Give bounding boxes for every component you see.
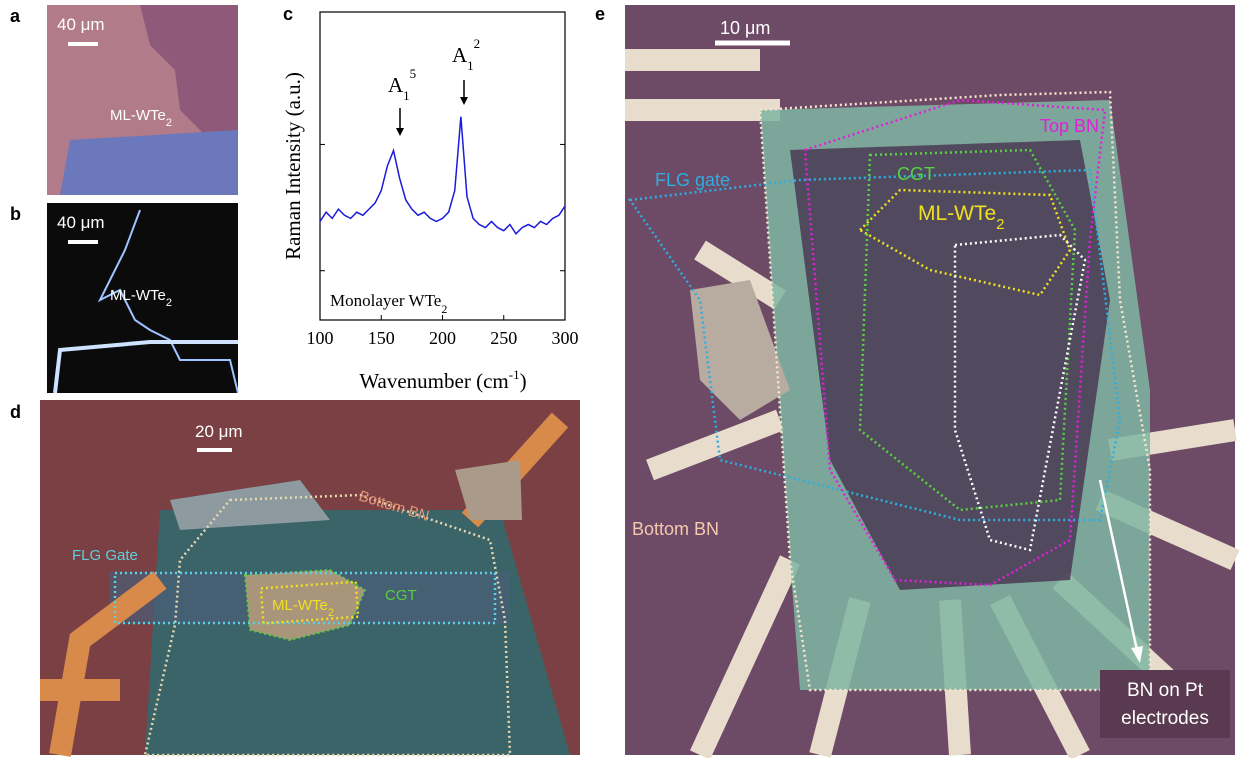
peak-label: A15 (388, 66, 416, 103)
annotation: Top BN (1040, 116, 1099, 136)
annotation: FLG Gate (72, 547, 138, 564)
text: ) (520, 369, 527, 393)
text: -1 (509, 367, 520, 382)
annotation: CGT (385, 587, 417, 604)
scale-label: 10 μm (720, 18, 770, 38)
annotation: electrodes (1121, 708, 1209, 729)
scale-label: 20 μm (195, 422, 243, 441)
figure: a 40 μm ML-WTe2 b 40 μm ML-WTe2 c 100150… (0, 0, 1241, 758)
scale-label: 40 μm (57, 213, 105, 232)
text: 2 (441, 302, 447, 316)
y-axis-label: Raman Intensity (a.u.) (281, 72, 305, 260)
x-tick-label: 250 (490, 328, 517, 348)
spectrum-line (320, 117, 565, 234)
panel-label: a (10, 6, 21, 26)
peak-label: A12 (452, 36, 480, 73)
text: A (452, 43, 468, 67)
arrow (396, 128, 404, 136)
annotation: BN on Pt (1127, 680, 1204, 701)
x-axis-label: Wavenumber (cm-1) (359, 367, 526, 393)
text: Wavenumber (cm (359, 369, 508, 393)
x-tick-label: 150 (368, 328, 395, 348)
text: 5 (410, 66, 417, 81)
text: ML-WTe (918, 202, 996, 225)
text: ML-WTe (110, 287, 166, 304)
arrow (460, 97, 468, 105)
x-tick-label: 100 (307, 328, 334, 348)
x-tick-label: 300 (552, 328, 579, 348)
annotation: CGT (897, 164, 935, 184)
legend-text: Monolayer WTe2 (330, 291, 447, 316)
panel-label: c (283, 4, 293, 24)
text: 2 (166, 297, 172, 309)
annotation: FLG gate (655, 170, 730, 190)
text: ML-WTe (272, 597, 328, 614)
plot-frame (320, 12, 565, 320)
text: A (388, 73, 404, 97)
text: 2 (474, 36, 481, 51)
panel-label: e (595, 4, 605, 24)
panel-label: d (10, 402, 21, 422)
x-tick-label: 200 (429, 328, 456, 348)
scale-label: 40 μm (57, 15, 105, 34)
text: 2 (166, 117, 172, 129)
flake (60, 130, 238, 195)
text: Monolayer WTe (330, 291, 441, 310)
text: 1 (467, 58, 474, 73)
annotation: Bottom BN (632, 519, 719, 539)
text: 2 (328, 607, 334, 619)
panel-label: b (10, 204, 21, 224)
text: 1 (403, 88, 410, 103)
text: ML-WTe (110, 107, 166, 124)
text: 2 (996, 216, 1004, 233)
